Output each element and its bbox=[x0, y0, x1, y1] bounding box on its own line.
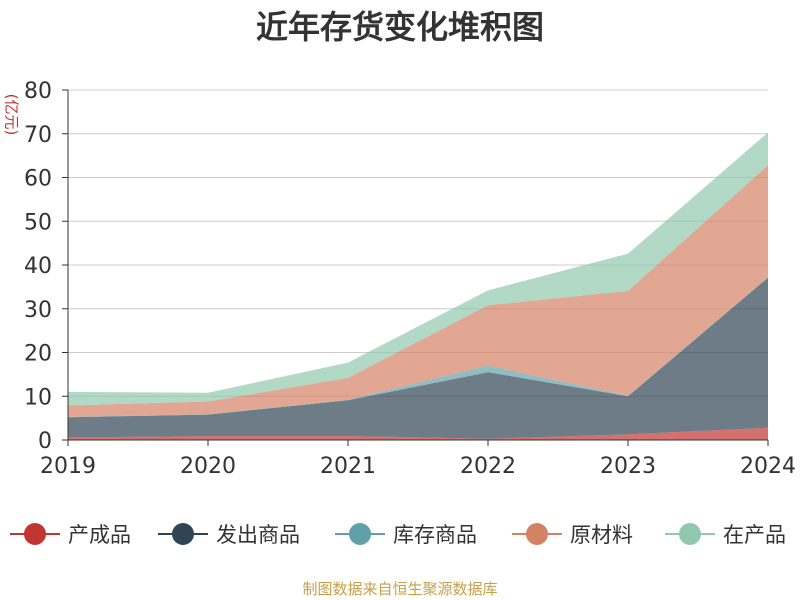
x-tick-label: 2022 bbox=[460, 454, 516, 479]
chart-title: 近年存货变化堆积图 bbox=[255, 8, 544, 46]
x-tick-label: 2019 bbox=[40, 454, 96, 479]
legend-marker bbox=[526, 523, 548, 545]
legend-item-3[interactable]: 原材料 bbox=[512, 523, 633, 547]
y-tick-label: 40 bbox=[24, 254, 52, 279]
y-tick-label: 80 bbox=[24, 79, 52, 104]
legend-label: 库存商品 bbox=[393, 523, 477, 547]
x-tick-label: 2023 bbox=[600, 454, 656, 479]
legend-item-1[interactable]: 发出商品 bbox=[158, 523, 300, 547]
area-series-1 bbox=[68, 277, 768, 439]
x-tick-label: 2021 bbox=[320, 454, 376, 479]
area-series bbox=[68, 132, 768, 440]
x-tick-label: 2024 bbox=[740, 454, 796, 479]
area-series-4 bbox=[68, 132, 768, 406]
area-series-0 bbox=[68, 427, 768, 440]
axes: 0 10 20 30 40 50 60 70 80 2019 2020 2021 2022 2023 202… bbox=[24, 79, 796, 479]
x-tick-label: 2020 bbox=[180, 454, 236, 479]
y-tick-label: 50 bbox=[24, 210, 52, 235]
legend-item-0[interactable]: 产成品 bbox=[10, 523, 131, 547]
legend-label: 发出商品 bbox=[216, 523, 300, 547]
y-tick-label: 10 bbox=[24, 385, 52, 410]
y-tick-label: 20 bbox=[24, 342, 52, 367]
y-tick-label: 60 bbox=[24, 167, 52, 192]
legend-item-4[interactable]: 在产品 bbox=[665, 523, 786, 547]
legend: 产成品 发出商品 库存商品 原材料 在产品 bbox=[10, 523, 786, 547]
y-tick-label: 30 bbox=[24, 298, 52, 323]
area-series-3 bbox=[68, 165, 768, 417]
legend-marker bbox=[349, 523, 371, 545]
legend-label: 产成品 bbox=[68, 523, 131, 547]
legend-item-2[interactable]: 库存商品 bbox=[335, 523, 477, 547]
legend-marker bbox=[679, 523, 701, 545]
y-tick-label: 0 bbox=[38, 429, 52, 454]
legend-marker bbox=[172, 523, 194, 545]
y-tick-label: 70 bbox=[24, 123, 52, 148]
legend-label: 原材料 bbox=[570, 523, 633, 547]
legend-label: 在产品 bbox=[723, 523, 786, 547]
legend-marker bbox=[24, 523, 46, 545]
data-source-note: 制图数据来自恒生聚源数据库 bbox=[302, 580, 498, 598]
